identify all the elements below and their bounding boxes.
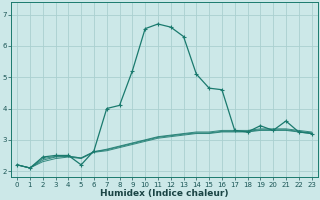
X-axis label: Humidex (Indice chaleur): Humidex (Indice chaleur) bbox=[100, 189, 228, 198]
